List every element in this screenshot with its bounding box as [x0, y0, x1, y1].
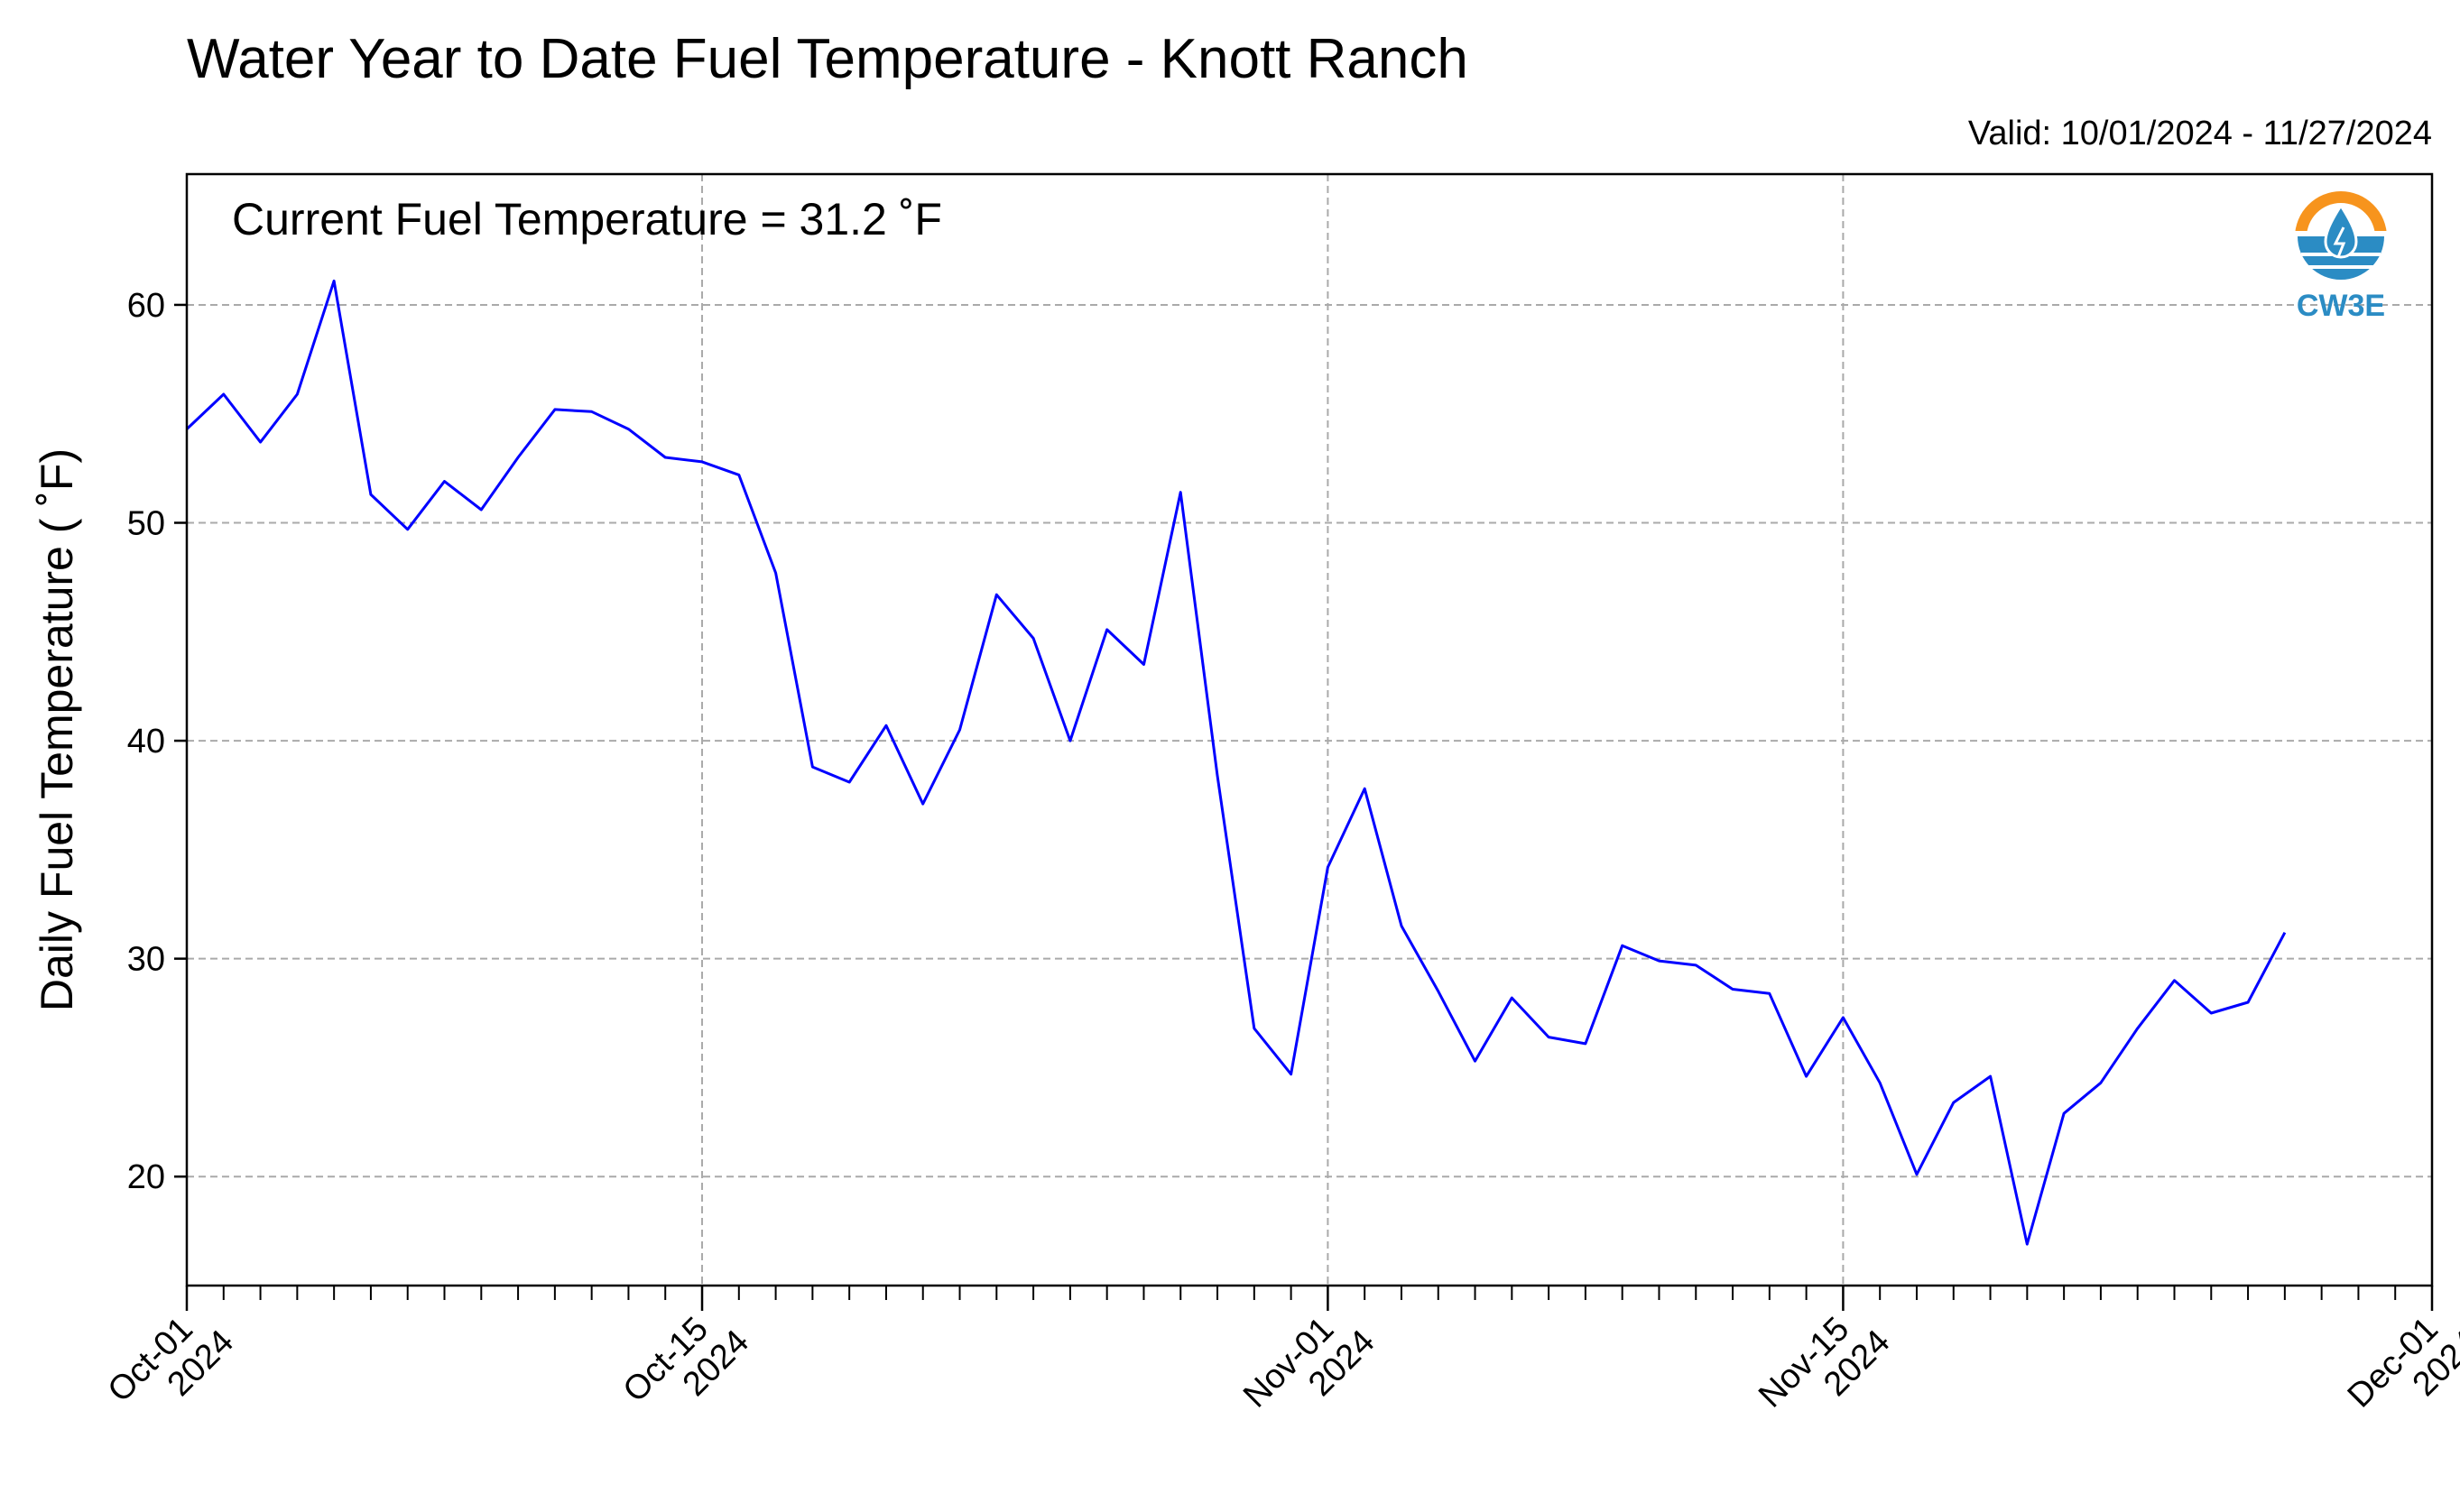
data-point: [699, 459, 705, 465]
current-fuel-temperature: Current Fuel Temperature = 31.2 ˚F: [232, 194, 942, 244]
data-point: [405, 527, 411, 532]
data-point: [1804, 1074, 1809, 1079]
data-point: [2024, 1241, 2030, 1247]
fuel-temperature-line: [185, 279, 2287, 1246]
data-point: [589, 409, 595, 414]
data-point: [773, 570, 779, 576]
data-point: [1289, 1072, 1294, 1077]
data-point: [1141, 662, 1146, 668]
data-point: [2171, 978, 2177, 983]
data-point: [2098, 1080, 2104, 1085]
data-point: [2061, 1111, 2067, 1116]
data-point: [1730, 986, 1735, 991]
data-point: [2135, 1026, 2141, 1031]
plot-frame: [185, 172, 2434, 1287]
data-point: [1362, 786, 1367, 791]
data-point: [294, 392, 300, 397]
data-point: [368, 492, 374, 497]
grid-lines: [187, 174, 2432, 1286]
data-point: [1767, 991, 1772, 996]
cw3e-logo-text: CW3E: [2297, 289, 2385, 323]
data-point: [1620, 943, 1625, 948]
data-point: [2245, 1000, 2251, 1005]
data-point: [1951, 1100, 1956, 1105]
data-point: [957, 727, 963, 733]
y-tick-label: 40: [127, 723, 165, 761]
data-point: [2282, 930, 2288, 936]
data-point: [1068, 738, 1073, 743]
data-point: [552, 407, 558, 412]
data-point: [736, 472, 742, 477]
data-point: [478, 507, 484, 512]
data-point: [442, 479, 448, 484]
y-tick-label: 20: [127, 1158, 165, 1196]
data-point: [846, 779, 852, 785]
data-point: [1473, 1058, 1478, 1064]
data-point: [1215, 773, 1220, 779]
data-point: [331, 278, 337, 283]
data-point: [1840, 1015, 1845, 1020]
data-point: [2208, 1010, 2214, 1016]
y-axis-label: Daily Fuel Temperature ( ˚F): [32, 448, 82, 1011]
cw3e-logo: CW3E: [2293, 191, 2389, 323]
data-point: [1656, 958, 1661, 963]
data-point: [883, 723, 889, 728]
data-point: [1436, 989, 1441, 994]
data-point: [221, 392, 227, 397]
y-tick-label: 60: [127, 287, 165, 325]
data-point: [258, 439, 264, 445]
data-point: [1914, 1172, 1919, 1177]
data-point: [1325, 864, 1330, 870]
data-point: [1877, 1080, 1882, 1085]
data-point: [1178, 490, 1183, 495]
data-point: [515, 455, 521, 460]
data-point: [1988, 1074, 1993, 1079]
data-point: [994, 592, 999, 597]
data-point: [662, 455, 668, 460]
data-point: [809, 764, 815, 770]
cw3e-logo-icon: [2293, 191, 2389, 285]
y-tick-label: 50: [127, 505, 165, 543]
y-tick-label: 30: [127, 941, 165, 979]
data-point: [1583, 1041, 1588, 1046]
data-point: [625, 427, 631, 432]
valid-date-range: Valid: 10/01/2024 - 11/27/2024: [1968, 115, 2432, 152]
data-point: [1546, 1035, 1551, 1040]
series-layer: [185, 278, 2288, 1247]
chart-title: Water Year to Date Fuel Temperature - Kn…: [187, 28, 1468, 90]
data-point: [1509, 995, 1514, 1000]
data-point: [1399, 923, 1404, 928]
data-point: [1031, 636, 1036, 641]
data-point: [1693, 963, 1698, 968]
data-point: [920, 801, 926, 807]
data-point: [1252, 1026, 1257, 1031]
data-point: [1105, 627, 1110, 632]
